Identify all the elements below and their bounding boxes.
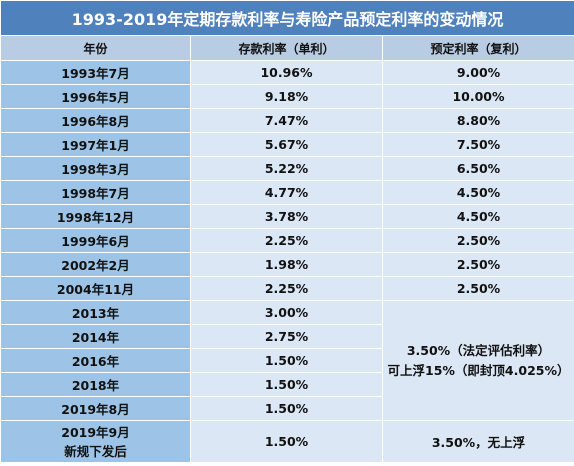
year-cell: 1998年3月 <box>0 156 191 181</box>
year-cell: 1998年12月 <box>0 204 191 229</box>
deposit-cell: 4.77% <box>190 180 383 205</box>
header-year: 年份 <box>0 35 191 61</box>
year-cell: 2004年11月 <box>0 276 191 301</box>
header-preset: 预定利率（复利） <box>381 35 574 61</box>
year-cell: 2019年8月 <box>0 396 191 421</box>
year-line1: 2019年9月 <box>61 424 130 440</box>
year-cell: 2018年 <box>0 372 191 397</box>
deposit-cell: 5.22% <box>190 156 383 181</box>
year-cell: 2014年 <box>0 324 191 349</box>
deposit-cell: 10.96% <box>190 60 383 85</box>
table-title: 1993-2019年定期存款利率与寿险产品预定利率的变动情况 <box>0 0 574 36</box>
table-row: 2013年 3.00% 3.50%（法定评估利率） 可上浮15%（即封顶4.02… <box>0 300 574 421</box>
table-row: 1993年7月 10.96% 9.00% <box>0 60 574 85</box>
merged-preset-cell: 3.50%（法定评估利率） 可上浮15%（即封顶4.025%） <box>381 300 574 421</box>
table-row: 2019年8月 1.50% <box>0 396 574 421</box>
preset-cell: 10.00% <box>381 84 574 109</box>
deposit-cell: 1.50% <box>190 348 383 373</box>
table-row: 1996年8月 7.47% 8.80% <box>0 108 574 133</box>
year-cell: 1996年8月 <box>0 108 191 133</box>
year-cell: 2019年9月 新规下发后 <box>0 420 191 463</box>
table-row: 2018年 1.50% <box>0 372 574 397</box>
preset-cell: 3.50%，无上浮 <box>381 420 574 463</box>
deposit-cell: 5.67% <box>190 132 383 157</box>
preset-cell: 8.80% <box>381 108 574 133</box>
table-row: 1999年6月 2.25% 2.50% <box>0 228 574 253</box>
deposit-cell: 2.75% <box>190 324 383 349</box>
deposit-cell: 2.25% <box>190 276 383 301</box>
deposit-cell: 9.18% <box>190 84 383 109</box>
year-cell: 2016年 <box>0 348 191 373</box>
deposit-cell: 1.50% <box>190 396 383 421</box>
year-cell: 1993年7月 <box>0 60 191 85</box>
merged-preset-line1: 3.50%（法定评估利率） <box>406 342 551 358</box>
table-row: 2004年11月 2.25% 2.50% <box>0 276 574 301</box>
table-row: 2002年2月 1.98% 2.50% <box>0 252 574 277</box>
year-cell: 1997年1月 <box>0 132 191 157</box>
deposit-cell: 3.00% <box>190 300 383 325</box>
table-row-last: 2019年9月 新规下发后 1.50% 3.50%，无上浮 <box>0 420 574 463</box>
preset-cell: 2.50% <box>381 276 574 301</box>
table-row: 1998年12月 3.78% 4.50% <box>0 204 574 229</box>
preset-cell: 4.50% <box>381 204 574 229</box>
table-row: 1997年1月 5.67% 7.50% <box>0 132 574 157</box>
preset-cell: 9.00% <box>381 60 574 85</box>
deposit-cell: 1.50% <box>190 372 383 397</box>
deposit-cell: 1.50% <box>190 420 383 463</box>
preset-cell: 6.50% <box>381 156 574 181</box>
table-row: 2014年 2.75% <box>0 324 574 349</box>
year-cell: 2002年2月 <box>0 252 191 277</box>
deposit-cell: 1.98% <box>190 252 383 277</box>
preset-cell: 7.50% <box>381 132 574 157</box>
preset-cell: 4.50% <box>381 180 574 205</box>
year-line2: 新规下发后 <box>64 443 127 459</box>
deposit-cell: 7.47% <box>190 108 383 133</box>
year-cell: 1996年5月 <box>0 84 191 109</box>
deposit-cell: 2.25% <box>190 228 383 253</box>
header-row: 年份 存款利率（单利） 预定利率（复利） <box>0 35 574 61</box>
table-row: 1996年5月 9.18% 10.00% <box>0 84 574 109</box>
preset-cell: 2.50% <box>381 252 574 277</box>
year-cell: 2013年 <box>0 300 191 325</box>
header-deposit: 存款利率（单利） <box>190 35 383 61</box>
table-row: 1998年7月 4.77% 4.50% <box>0 180 574 205</box>
year-cell: 1999年6月 <box>0 228 191 253</box>
year-cell: 1998年7月 <box>0 180 191 205</box>
preset-cell: 2.50% <box>381 228 574 253</box>
table-row: 1998年3月 5.22% 6.50% <box>0 156 574 181</box>
deposit-cell: 3.78% <box>190 204 383 229</box>
merged-preset-line2: 可上浮15%（即封顶4.025%） <box>387 362 570 378</box>
title-row: 1993-2019年定期存款利率与寿险产品预定利率的变动情况 <box>0 0 574 36</box>
